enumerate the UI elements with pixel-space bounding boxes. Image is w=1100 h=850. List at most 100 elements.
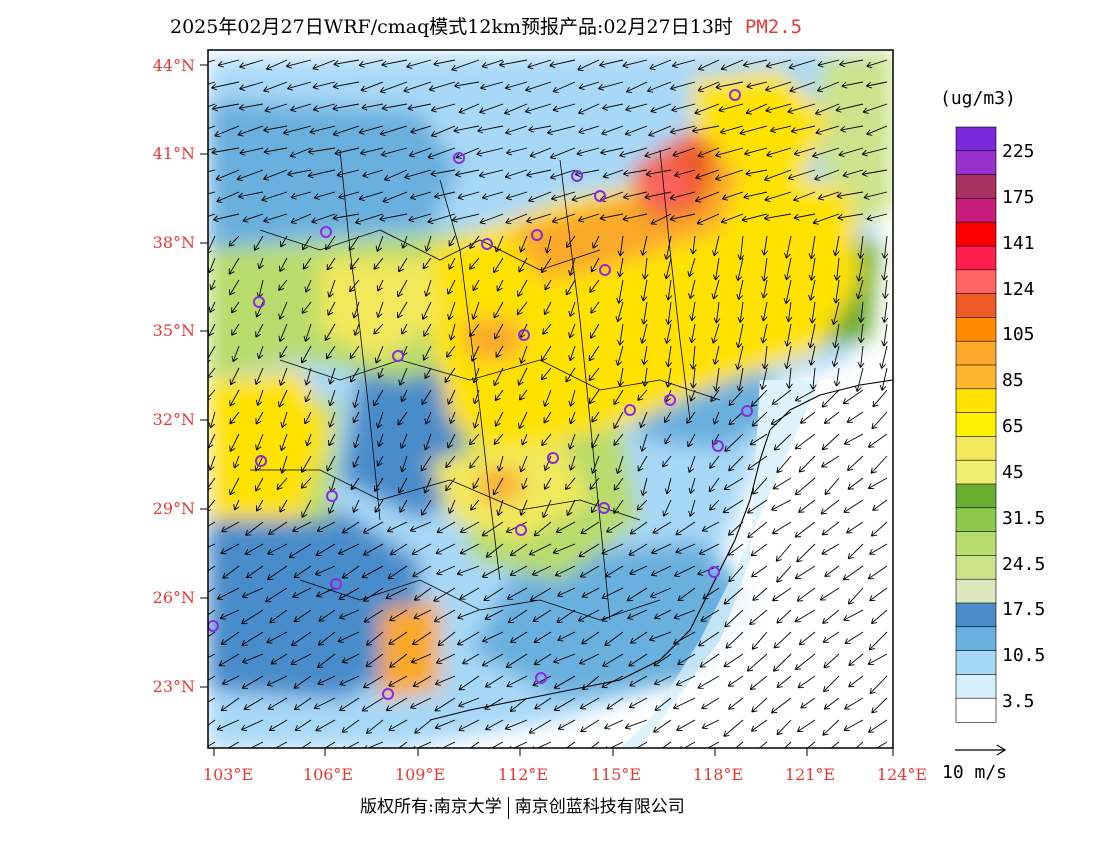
wind-arrow [749,609,768,625]
wind-arrow [578,653,600,665]
wind-arrow [339,675,360,686]
wind-arrow [494,411,504,427]
wind-arrow [433,587,456,602]
wind-arrow [423,323,432,337]
wind-arrow [812,147,840,159]
wind-arrow [600,147,624,156]
wind-arrow [379,125,408,137]
wind-arrow [503,103,528,115]
wind-arrow [430,125,456,138]
wind-arrow [421,301,432,320]
wind-arrow [362,169,384,178]
wind-arrow [496,279,504,292]
wind-arrow [821,455,840,468]
wind-arrow [541,433,552,447]
wind-arrow [746,653,768,672]
wind-arrow [708,477,720,493]
wind-arrow [543,455,552,471]
wind-arrow [648,125,672,137]
colorbar-swatch [955,626,997,652]
wind-arrow [869,587,888,602]
wind-arrow [544,235,552,254]
wind-arrow [641,367,649,387]
wind-arrow [823,653,840,669]
wind-arrow [519,389,528,401]
wind-arrow [871,411,888,430]
wind-arrow [448,235,456,247]
wind-arrow [808,235,816,260]
wind-arrow [350,477,360,491]
wind-arrow [772,587,792,602]
wind-arrow [216,719,240,731]
wind-arrow [720,213,744,224]
wind-arrow [448,257,456,270]
wind-arrow [832,279,840,304]
wind-arrow [472,367,480,384]
wind-arrow [710,389,720,403]
wind-arrow [211,103,240,112]
wind-arrow [518,411,528,430]
wind-arrow [814,169,840,181]
lon-label-121: 121°E [784,765,836,784]
wind-arrow [727,675,744,687]
wind-arrow [458,697,480,708]
wind-arrow [208,653,216,659]
city-marker [708,566,720,578]
wind-arrow [701,521,720,532]
wind-arrow [868,631,888,651]
wind-arrow [615,345,624,366]
wind-arrow [723,719,744,737]
wind-arrow [702,587,720,600]
wind-arrow [529,587,552,601]
wind-arrow [565,235,576,248]
wind-arrow [373,323,384,335]
colorbar-swatch [955,198,997,223]
wind-arrow [604,631,624,647]
wind-arrow [428,81,456,92]
wind-arrow [636,499,648,511]
wind-arrow [385,587,408,600]
wind-arrow [773,631,792,649]
wind-arrow [266,59,288,71]
colorbar-swatch [955,602,997,628]
wind-arrow [832,323,840,349]
wind-arrow [459,587,480,600]
wind-arrow [494,323,504,340]
wind-arrow [245,565,264,579]
wind-arrow [290,213,312,224]
wind-arrow [341,719,360,733]
city-marker [518,329,530,341]
wind-arrow [713,301,721,324]
wind-arrow [720,59,744,71]
wind-arrow [650,103,672,114]
wind-arrow [231,301,240,314]
wind-arrow [662,455,672,468]
wind-arrow [712,411,720,425]
wind-arrow [279,455,288,474]
wind-arrow [796,543,816,563]
wind-arrow [617,257,624,278]
wind-arrow [727,521,744,536]
wind-arrow [639,433,648,452]
wind-arrow [771,521,792,535]
wind-arrow [208,169,216,173]
wind-arrow [241,675,264,689]
wind-arrow [471,301,480,320]
wind-arrow [315,719,336,732]
wind-arrow [568,389,576,407]
wind-arrow [430,103,456,113]
wind-arrow [671,103,696,113]
wind-arrow [807,323,816,349]
wind-arrow [470,345,480,362]
wind-arrow [208,411,216,429]
wind-arrow [881,301,889,323]
wind-arrow [794,389,816,402]
wind-arrow [591,433,600,449]
lat-label-23: 23°N [152,677,195,696]
wind-arrow [617,323,624,346]
wind-arrow [808,279,816,301]
wind-arrow [354,213,384,225]
wind-arrow [253,235,264,251]
wind-arrow [349,279,360,293]
wind-arrow [376,279,384,292]
